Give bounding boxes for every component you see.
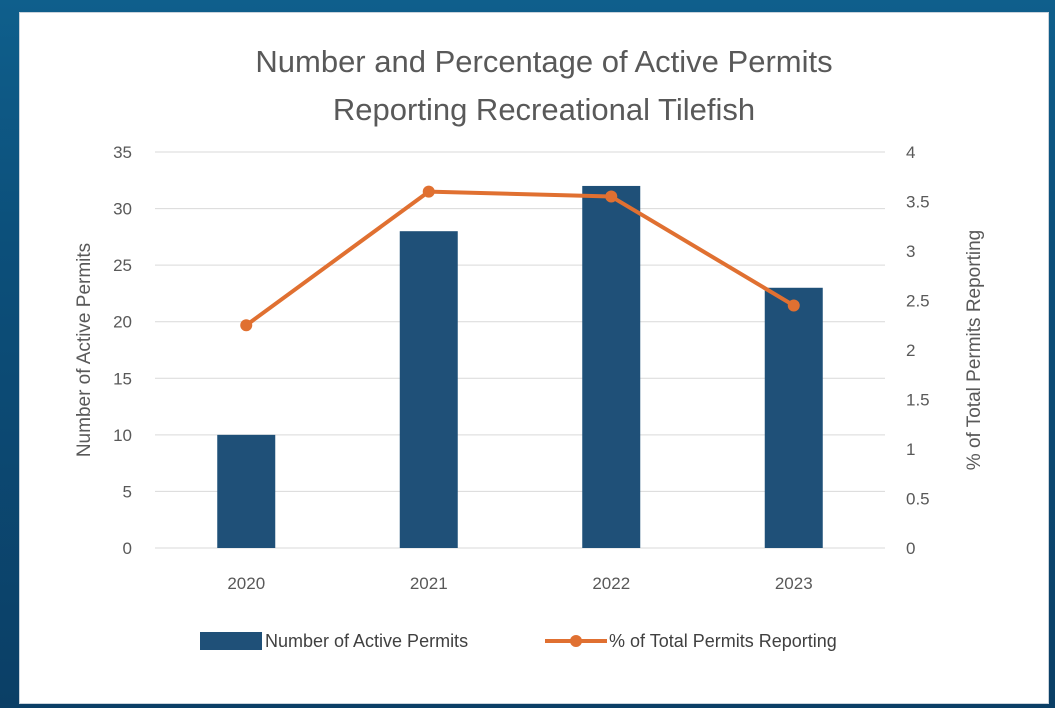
line-point xyxy=(787,299,800,312)
legend-swatch-marker xyxy=(570,635,582,647)
y2-axis-title: % of Total Permits Reporting xyxy=(964,230,985,470)
x-tick-label: 2021 xyxy=(410,574,448,593)
y2-tick-label: 1 xyxy=(906,440,915,459)
legend-swatch-bars xyxy=(200,632,262,650)
x-axis-ticks: 2020 2021 2022 2023 xyxy=(227,574,812,593)
line-path xyxy=(245,189,795,327)
legend-label-bars: Number of Active Permits xyxy=(265,631,468,651)
line-point xyxy=(240,319,253,332)
y2-tick-label: 1.5 xyxy=(906,391,930,410)
chart-frame xyxy=(19,12,1049,704)
bar-series xyxy=(217,185,823,548)
left-axis-ticks: 0 5 10 15 20 25 30 35 xyxy=(113,143,132,558)
y2-tick-label: 0.5 xyxy=(906,490,930,509)
line-point xyxy=(422,185,435,198)
y2-tick-label: 3 xyxy=(906,242,915,261)
chart-title-line-1: Number and Percentage of Active Permits xyxy=(255,44,832,79)
y-tick-label: 5 xyxy=(123,482,132,501)
x-tick-label: 2023 xyxy=(775,574,813,593)
y2-tick-label: 3.5 xyxy=(906,193,930,212)
x-tick-label: 2020 xyxy=(227,574,265,593)
y2-tick-label: 4 xyxy=(906,143,915,162)
y-tick-label: 15 xyxy=(113,369,132,388)
y2-tick-label: 2.5 xyxy=(906,292,930,311)
y2-tick-label: 2 xyxy=(906,341,915,360)
legend: Number of Active Permits % of Total Perm… xyxy=(200,631,837,651)
x-tick-label: 2022 xyxy=(592,574,630,593)
y-tick-label: 25 xyxy=(113,256,132,275)
chart-title-line-2: Reporting Recreational Tilefish xyxy=(333,92,755,127)
bar xyxy=(399,231,458,548)
bar xyxy=(217,434,276,548)
legend-label-line: % of Total Permits Reporting xyxy=(609,631,837,651)
y-tick-label: 30 xyxy=(113,200,132,219)
y-axis-title: Number of Active Permits xyxy=(74,243,95,457)
y-tick-label: 0 xyxy=(123,539,132,558)
gridlines xyxy=(155,151,885,549)
right-axis-ticks: 0 0.5 1 1.5 2 2.5 3 3.5 4 xyxy=(906,143,930,558)
y-tick-label: 35 xyxy=(113,143,132,162)
y-tick-label: 10 xyxy=(113,426,132,445)
y2-tick-label: 0 xyxy=(906,539,915,558)
line-series xyxy=(240,185,800,332)
y-tick-label: 20 xyxy=(113,313,132,332)
line-point xyxy=(605,190,618,203)
bar xyxy=(764,287,823,548)
bar xyxy=(582,185,641,548)
